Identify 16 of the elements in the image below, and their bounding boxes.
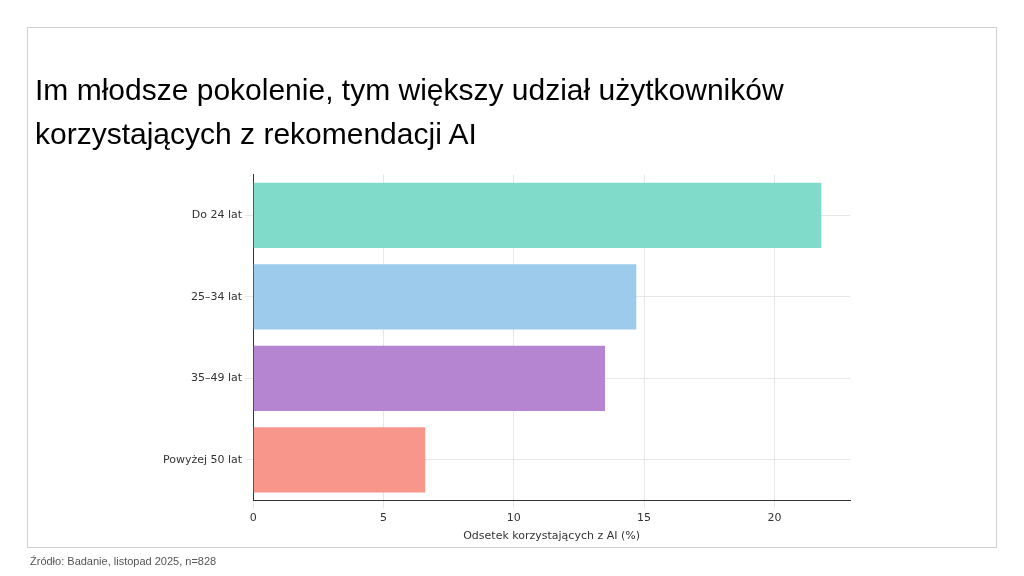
text: Źródło: Badanie, listopad 2025, n=828 bbox=[30, 555, 217, 567]
x-axis-title: Odsetek korzystających z AI (%) bbox=[463, 529, 640, 543]
y-tick-label: 35–49 lat bbox=[191, 371, 243, 385]
x-tick-label: 20 bbox=[767, 511, 782, 525]
x-tick-label: 10 bbox=[506, 511, 521, 525]
bar bbox=[253, 264, 637, 330]
x-tick-label: 5 bbox=[379, 511, 387, 525]
x-tick-label: 0 bbox=[249, 511, 257, 525]
bar bbox=[253, 182, 822, 248]
bar bbox=[253, 345, 606, 411]
x-tick-label: 15 bbox=[637, 511, 652, 525]
y-tick-label: Do 24 lat bbox=[191, 208, 243, 222]
y-tick-label: 25–34 lat bbox=[191, 289, 243, 303]
bar bbox=[253, 427, 426, 493]
y-tick-label: Powyżej 50 lat bbox=[162, 452, 243, 466]
chart-title: Im młodsze pokolenie, tym większy udział użytkowników korzystających z rekomendacji AI bbox=[35, 72, 785, 152]
